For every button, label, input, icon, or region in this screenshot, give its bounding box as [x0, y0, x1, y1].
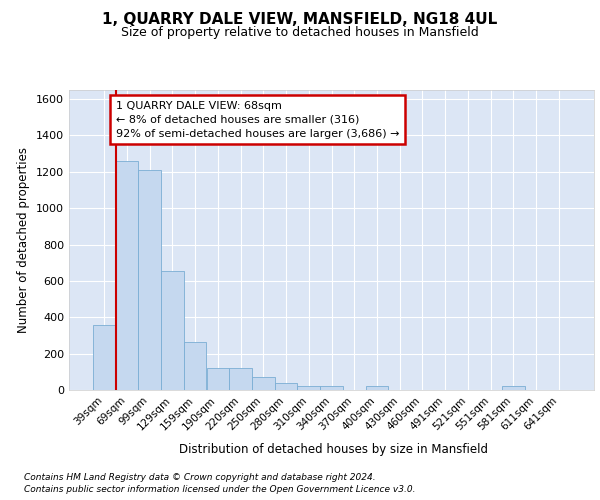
Bar: [252, 378, 275, 390]
Bar: [502, 386, 524, 390]
Text: Distribution of detached houses by size in Mansfield: Distribution of detached houses by size …: [179, 442, 488, 456]
Bar: [139, 170, 161, 390]
Bar: [275, 383, 298, 390]
Bar: [116, 161, 139, 390]
Bar: [320, 386, 343, 390]
Text: Contains HM Land Registry data © Crown copyright and database right 2024.: Contains HM Land Registry data © Crown c…: [24, 472, 376, 482]
Y-axis label: Number of detached properties: Number of detached properties: [17, 147, 31, 333]
Text: Size of property relative to detached houses in Mansfield: Size of property relative to detached ho…: [121, 26, 479, 39]
Bar: [298, 386, 320, 390]
Text: 1 QUARRY DALE VIEW: 68sqm
← 8% of detached houses are smaller (316)
92% of semi-: 1 QUARRY DALE VIEW: 68sqm ← 8% of detach…: [116, 101, 400, 139]
Bar: [206, 368, 229, 390]
Bar: [161, 271, 184, 390]
Text: 1, QUARRY DALE VIEW, MANSFIELD, NG18 4UL: 1, QUARRY DALE VIEW, MANSFIELD, NG18 4UL: [103, 12, 497, 28]
Text: Contains public sector information licensed under the Open Government Licence v3: Contains public sector information licen…: [24, 485, 415, 494]
Bar: [365, 386, 388, 390]
Bar: [184, 342, 206, 390]
Bar: [93, 324, 116, 390]
Bar: [229, 368, 252, 390]
